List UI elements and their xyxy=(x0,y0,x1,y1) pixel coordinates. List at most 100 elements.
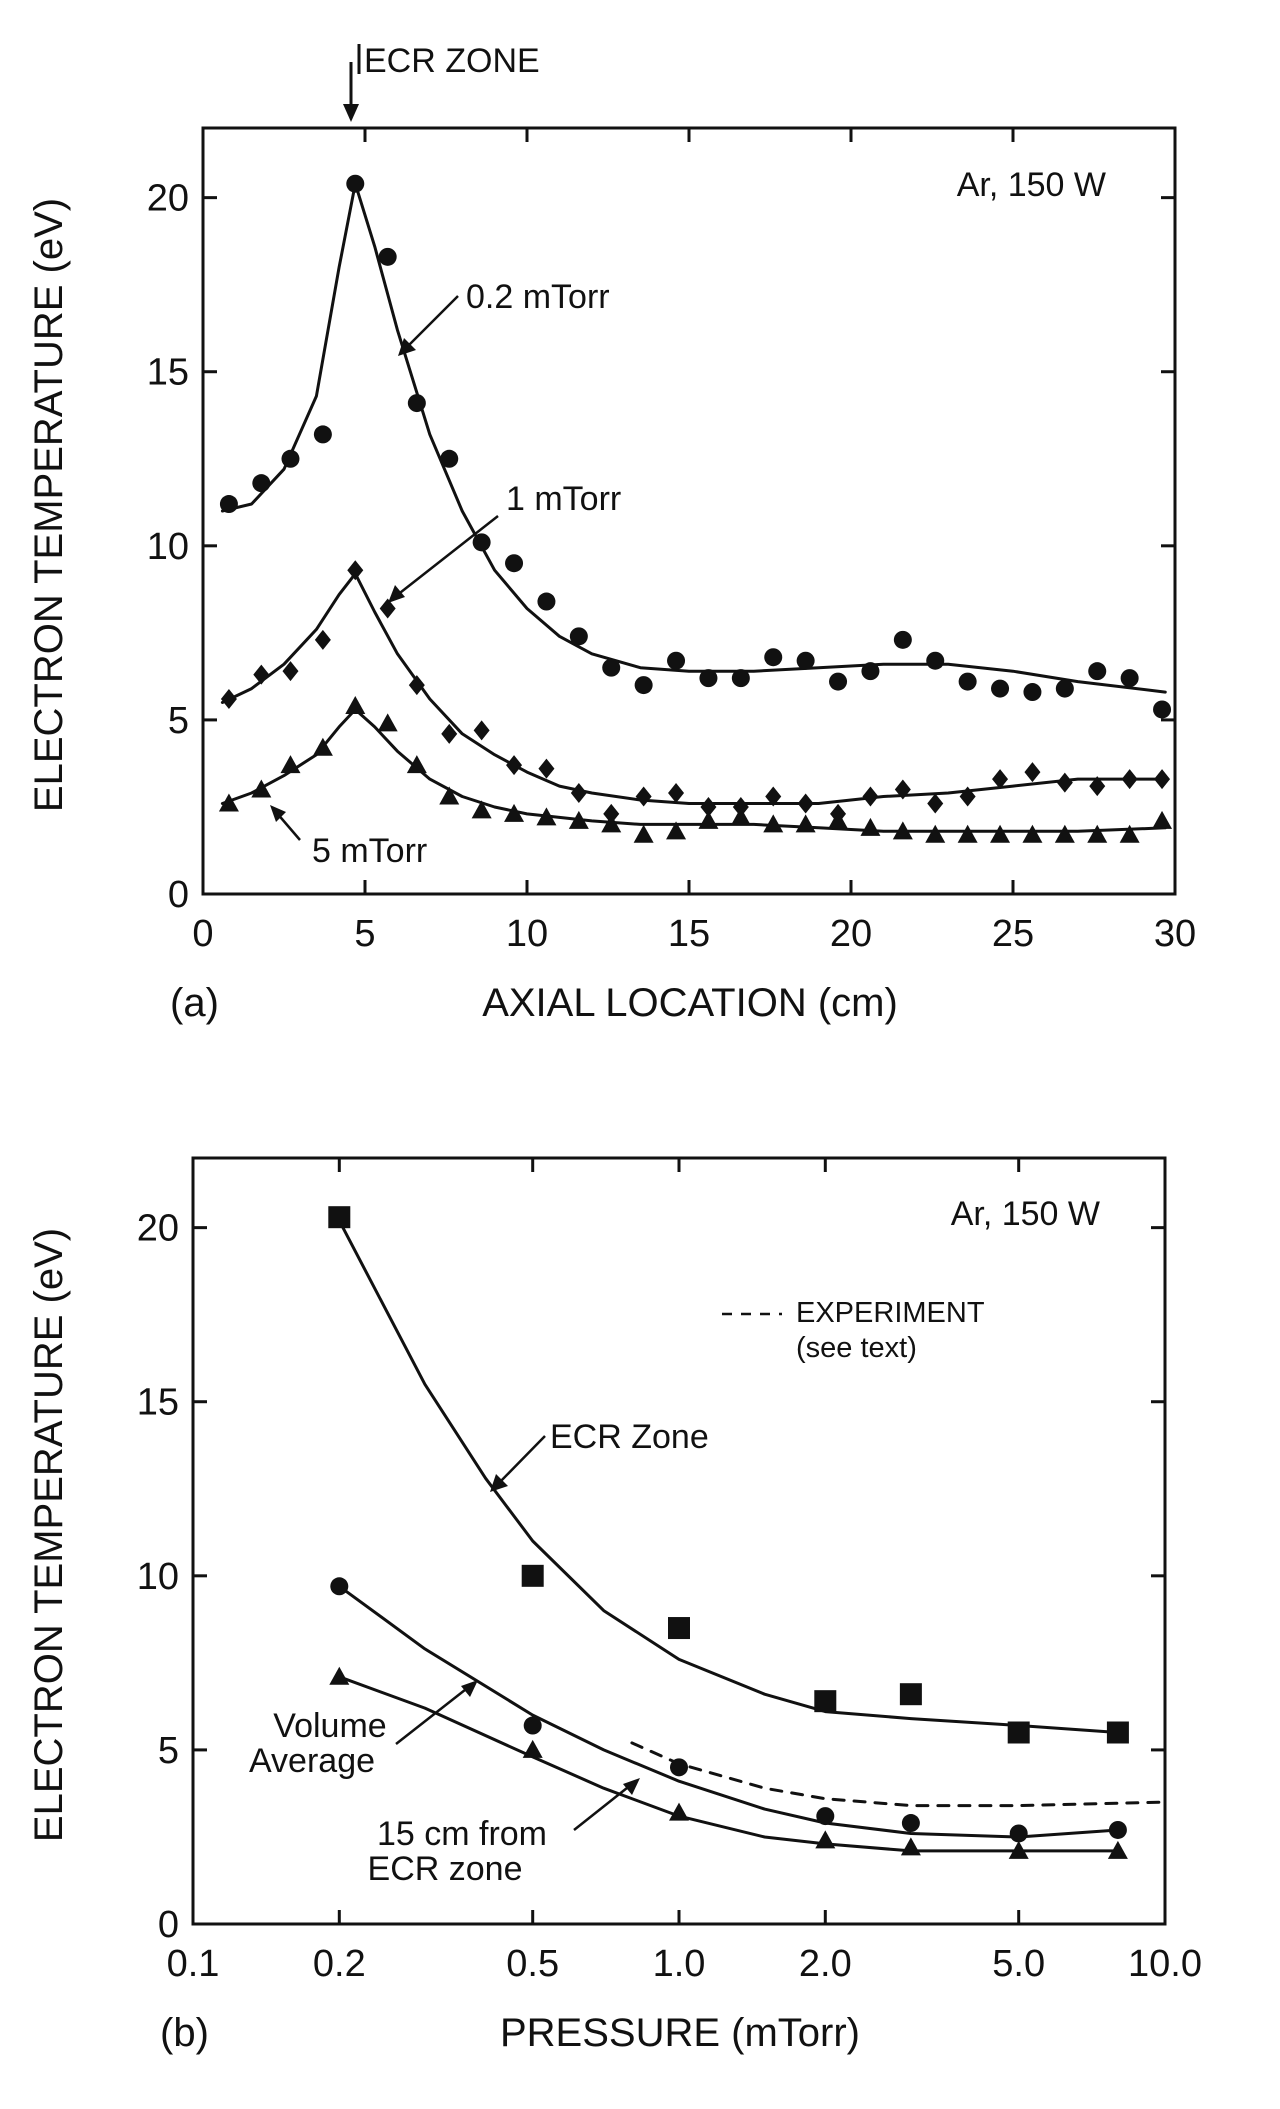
fit-curves-b xyxy=(337,1219,1167,1853)
b-curve-experiment xyxy=(630,1741,1167,1808)
y-axis-label-a: ELECTRON TEMPERATURE (eV) xyxy=(27,198,71,812)
a-point-0-2-mtorr xyxy=(731,669,750,688)
a-point-1-mtorr xyxy=(668,783,685,804)
a-point-0-2-mtorr xyxy=(829,672,848,691)
b-point-volume-average xyxy=(816,1807,835,1826)
plot-frame-a xyxy=(201,126,1177,896)
b-curve-ecr-zone xyxy=(337,1219,1120,1734)
data-points-b xyxy=(328,1206,1129,1859)
a-point-5-mtorr xyxy=(1022,824,1043,843)
a-point-5-mtorr xyxy=(377,713,398,732)
pointer-ecr-zone-head xyxy=(490,1474,508,1492)
a-xtick-label: 5 xyxy=(354,913,375,955)
a-point-1-mtorr xyxy=(927,793,944,814)
a-curve-5-mtorr xyxy=(220,708,1167,833)
a-point-0-2-mtorr xyxy=(991,679,1010,698)
b-point-15-cm-from-ecr-zone xyxy=(900,1837,921,1856)
a-point-1-mtorr xyxy=(506,755,523,776)
curve-label-volume: Volume xyxy=(273,1707,386,1745)
b-xtick-label: 5.0 xyxy=(992,1943,1045,1985)
b-point-volume-average xyxy=(1108,1820,1127,1839)
pointer-0p2-mtorr xyxy=(405,295,459,349)
a-point-0-2-mtorr xyxy=(764,648,783,667)
a-point-1-mtorr xyxy=(732,796,749,817)
pointer-volume-average-head xyxy=(461,1680,478,1697)
b-point-15-cm-from-ecr-zone xyxy=(815,1830,836,1849)
a-point-0-2-mtorr xyxy=(1120,669,1139,688)
a-point-5-mtorr xyxy=(312,737,333,756)
b-ytick-label: 20 xyxy=(137,1208,179,1250)
series-label-0p2-mtorr: 0.2 mTorr xyxy=(466,278,610,316)
a-point-5-mtorr xyxy=(990,824,1011,843)
ecr-zone-label: ECR ZONE xyxy=(364,42,540,80)
a-point-0-2-mtorr xyxy=(252,474,271,493)
a-point-1-mtorr xyxy=(894,779,911,800)
a-point-1-mtorr xyxy=(220,689,237,710)
a-point-5-mtorr xyxy=(251,779,272,798)
b-point-ecr-zone xyxy=(1007,1721,1030,1744)
x-axis-label-b: PRESSURE (mTorr) xyxy=(500,2011,860,2055)
a-ytick-label: 20 xyxy=(147,178,189,220)
a-point-0-2-mtorr xyxy=(378,247,397,266)
x-axis-label-a: AXIAL LOCATION (cm) xyxy=(482,981,898,1025)
b-point-volume-average xyxy=(330,1577,349,1596)
a-point-5-mtorr xyxy=(633,824,654,843)
a-point-1-mtorr xyxy=(700,796,717,817)
b-curve-15-cm-from-ecr-zone xyxy=(337,1675,1120,1853)
legend-text-experiment: EXPERIMENT xyxy=(796,1297,985,1329)
a-point-5-mtorr xyxy=(568,810,589,829)
b-point-volume-average xyxy=(670,1758,688,1777)
b-ytick-label: 15 xyxy=(137,1382,179,1424)
a-point-5-mtorr xyxy=(795,814,816,833)
a-point-0-2-mtorr xyxy=(472,533,491,552)
a-point-5-mtorr xyxy=(280,755,301,774)
a-point-1-mtorr xyxy=(570,783,587,804)
b-point-volume-average xyxy=(523,1716,542,1735)
b-ytick-label: 10 xyxy=(137,1556,179,1598)
a-point-5-mtorr xyxy=(218,793,239,812)
b-point-15-cm-from-ecr-zone xyxy=(1107,1840,1128,1859)
b-xtick-label: 0.1 xyxy=(167,1943,220,1985)
pointer-5-mtorr-head xyxy=(270,805,286,822)
a-point-1-mtorr xyxy=(603,803,620,824)
a-point-5-mtorr xyxy=(730,807,751,826)
b-xtick-label: 1.0 xyxy=(653,1943,706,1985)
a-point-5-mtorr xyxy=(536,807,557,826)
a-point-1-mtorr xyxy=(379,598,396,619)
a-point-5-mtorr xyxy=(406,755,427,774)
a-point-0-2-mtorr xyxy=(667,651,686,670)
a-point-1-mtorr xyxy=(992,769,1009,790)
a-point-5-mtorr xyxy=(763,814,784,833)
axis-ticks-b: 0 5 10 15 20 0.1 0.2 0.5 1.0 2.0 5.0 10.0 xyxy=(137,1158,1202,1985)
b-point-ecr-zone xyxy=(1106,1721,1129,1744)
b-point-15-cm-from-ecr-zone xyxy=(522,1739,543,1758)
a-point-1-mtorr xyxy=(1089,776,1106,797)
a-xtick-label: 20 xyxy=(830,913,872,955)
pointer-ecr-zone xyxy=(497,1435,546,1485)
annotation-b: Ar, 150 W xyxy=(951,1195,1100,1233)
a-point-0-2-mtorr xyxy=(1088,662,1107,681)
pointer-0p2-mtorr-head xyxy=(398,338,416,356)
a-point-5-mtorr xyxy=(860,817,881,836)
a-point-0-2-mtorr xyxy=(281,449,300,468)
ecr-zone-arrow-head xyxy=(343,104,359,122)
b-point-ecr-zone xyxy=(814,1690,837,1713)
b-point-15-cm-from-ecr-zone xyxy=(329,1666,350,1685)
data-points-a xyxy=(218,174,1173,843)
legend-text-see-text: (see text) xyxy=(796,1332,917,1364)
a-point-0-2-mtorr xyxy=(346,174,365,193)
curve-label-average: Average xyxy=(249,1742,375,1780)
a-xtick-label: 10 xyxy=(506,913,548,955)
a-ytick-label: 0 xyxy=(168,874,189,916)
a-point-1-mtorr xyxy=(538,758,555,779)
a-point-5-mtorr xyxy=(601,814,622,833)
a-point-1-mtorr xyxy=(314,629,331,650)
a-point-0-2-mtorr xyxy=(440,449,459,468)
a-point-1-mtorr xyxy=(1024,762,1041,783)
a-ytick-label: 5 xyxy=(168,700,189,742)
a-point-5-mtorr xyxy=(1119,824,1140,843)
a-point-5-mtorr xyxy=(1087,824,1108,843)
a-ytick-label: 15 xyxy=(147,352,189,394)
a-point-5-mtorr xyxy=(504,803,525,822)
